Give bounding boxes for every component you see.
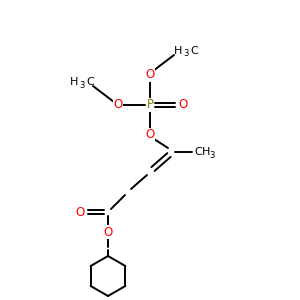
Text: O: O xyxy=(113,98,123,112)
Text: O: O xyxy=(178,98,188,112)
Text: O: O xyxy=(146,68,154,82)
Text: P: P xyxy=(146,98,154,112)
Text: 3: 3 xyxy=(183,50,188,58)
Text: O: O xyxy=(103,226,112,238)
Text: O: O xyxy=(146,128,154,142)
Text: H: H xyxy=(174,46,182,56)
Text: 3: 3 xyxy=(209,151,215,160)
Text: C: C xyxy=(86,77,94,87)
Text: C: C xyxy=(190,46,198,56)
Text: H: H xyxy=(202,147,210,157)
Text: C: C xyxy=(194,147,202,157)
Text: H: H xyxy=(70,77,78,87)
Text: 3: 3 xyxy=(79,80,84,89)
Text: O: O xyxy=(75,206,85,218)
